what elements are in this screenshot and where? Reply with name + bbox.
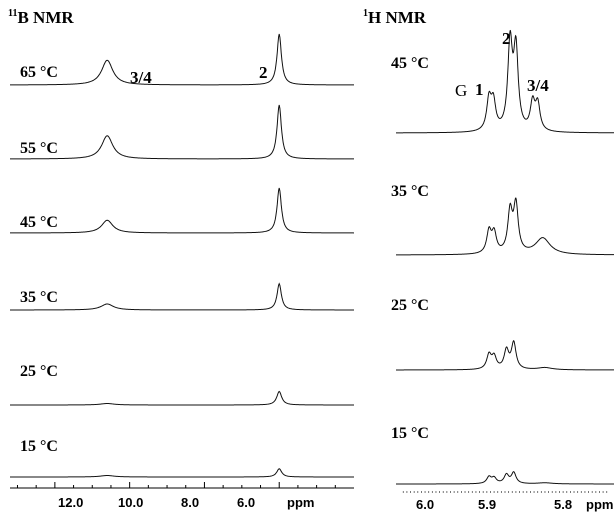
b-temp-label-15: 15 °C [20, 438, 58, 455]
b-temp-label-65: 65 °C [20, 64, 58, 81]
b-x-axis-label: ppm [287, 495, 315, 510]
b-temp-label-25: 25 °C [20, 363, 58, 380]
h-spectrum-3 [396, 471, 614, 485]
h-peak-label-g: G [455, 81, 468, 100]
b-peak-label-2: 2 [259, 63, 268, 82]
b-spectrum-5 [10, 468, 355, 478]
h-nmr-title: 1H NMR [363, 8, 427, 27]
h-temp-label-45: 45 °C [391, 55, 429, 72]
b-temp-label-35: 35 °C [20, 289, 58, 306]
b-peak-label-3-4: 3/4 [130, 68, 152, 87]
h-spectrum-1 [396, 197, 614, 256]
h-spectrum-2 [396, 339, 614, 371]
b-tick-10: 10.0 [118, 495, 144, 510]
b-tick-6: 6.0 [237, 495, 256, 510]
h-peak-label-3-4: 3/4 [527, 76, 549, 95]
b-temp-label-45: 45 °C [20, 214, 58, 231]
b-nmr-title: 11B NMR [8, 8, 74, 27]
h-peak-label-1: 1 [475, 80, 484, 99]
h-tick-5-8: 5.8 [554, 497, 573, 512]
h-tick-5-9: 5.9 [478, 497, 497, 512]
h-temp-label-15: 15 °C [391, 425, 429, 442]
b-tick-12: 12.0 [58, 495, 84, 510]
b-spectrum-0 [10, 33, 354, 86]
h-temp-label-25: 25 °C [391, 297, 429, 314]
b-spectrum-1 [10, 104, 354, 160]
b-spectrum-2 [10, 187, 355, 234]
b-temp-label-55: 55 °C [20, 140, 58, 157]
b-spectrum-3 [10, 282, 354, 311]
b-spectrum-4 [10, 390, 354, 406]
h-spectrum-0 [396, 29, 614, 134]
h-temp-label-35: 35 °C [391, 183, 429, 200]
h-peak-label-2: 2 [502, 29, 511, 48]
b-tick-8: 8.0 [181, 495, 200, 510]
h-x-axis-label: ppm [586, 497, 614, 512]
h-tick-6-0: 6.0 [416, 497, 435, 512]
